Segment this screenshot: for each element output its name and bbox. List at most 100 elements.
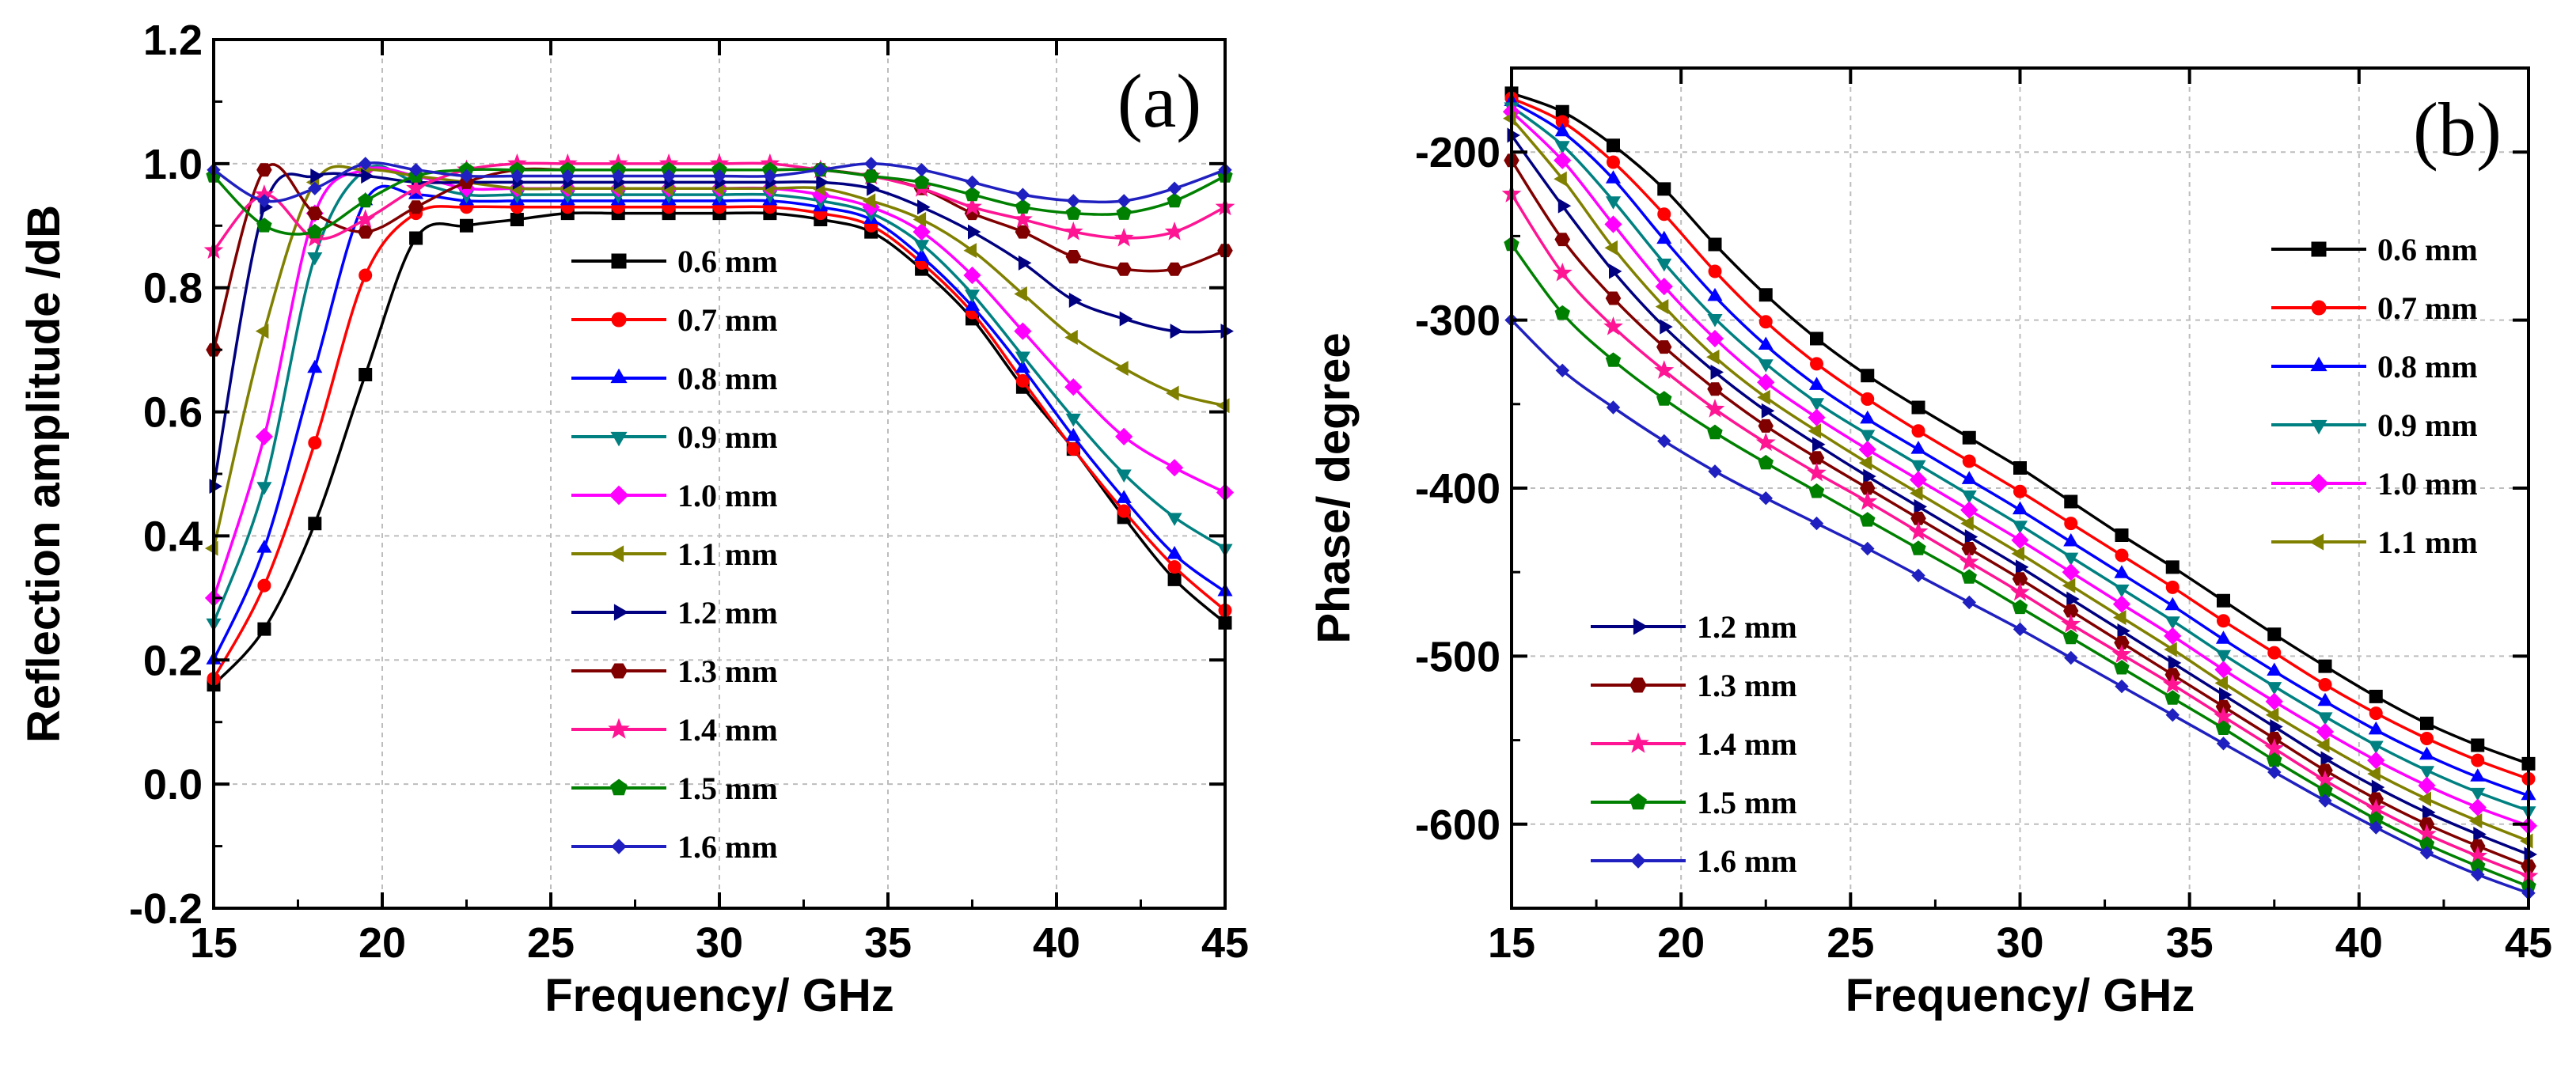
panel-b-point-0-9-mm-16 [2317,712,2333,725]
panel-b-legend-label-0-6-mm: 0.6 mm [2377,232,2478,267]
panel-b-legend-marker-0-9-mm [2310,419,2328,435]
panel-a-point-0-8-mm-2 [307,359,323,373]
panel-b-point-1-0-mm-9 [1960,501,1978,519]
panel-b-series-1-0-mm [1502,103,2538,835]
panel-a-legend-marker-1-3-mm [610,663,628,679]
panel-a-legend-marker-1-6-mm [611,839,627,854]
panel-b-point-1-0-mm-12 [2112,595,2131,613]
panel-a-legend-item-1-3-mm: 1.3 mm [571,653,778,689]
panel-a-point-1-1-mm-17 [1064,329,1078,345]
panel-a-point-1-6-mm-10 [712,169,727,184]
panel-a-legend-label-1-0-mm: 1.0 mm [677,478,778,513]
panel-a-legend-label-0-7-mm: 0.7 mm [677,302,778,338]
panel-a-point-0-7-mm-18 [1117,504,1131,518]
panel-b-point-1-2-mm-10 [2016,559,2029,575]
panel-a-point-1-1-mm-13 [862,193,876,209]
panel-a-point-1-0-mm-1 [255,427,274,446]
panel-b-series-1-1-mm [1502,111,2533,849]
panel-a-legend-0: 0.6 mm 0.7 mm 0.8 mm 0.9 mm 1.0 mm 1.1 mm 1.2 … [571,244,778,865]
panel-a-point-0-6-mm-5 [460,218,473,233]
panel-a-point-1-2-mm-3 [361,169,374,184]
panel-b-point-0-7-mm-14 [2217,614,2230,628]
panel-a-point-1-2-mm-20 [1220,324,1235,339]
panel-b-point-0-6-mm-6 [1810,331,1823,346]
panel-b-point-1-6-mm-15 [2267,765,2282,779]
panel-b-ytick-label-500: -500 [1415,633,1500,680]
panel-b-legend-item-1-0-mm: 1.0 mm [2271,466,2478,502]
panel-b-point-0-6-mm-5 [1758,288,1773,302]
panel-b-point-0-6-mm-2 [1607,138,1620,153]
panel-b-point-1-3-mm-1 [1554,233,1571,247]
panel-a-ytick-label-0-2: 0.2 [143,637,203,684]
panel-a-point-1-6-mm-17 [1066,194,1081,208]
panel-a-point-0-8-mm-14 [914,248,930,261]
panel-b-point-1-4-mm-2 [1603,316,1623,335]
panel-b-legend-item-0-9-mm: 0.9 mm [2271,407,2478,443]
panel-b-point-1-5-mm-5 [1758,454,1774,470]
panel-b-point-1-1-mm-12 [2112,610,2126,626]
panel-b-point-1-6-mm-10 [2013,622,2028,637]
panel-a-point-1-6-mm-13 [863,157,878,171]
panel-b-point-1-6-mm-2 [1606,400,1621,415]
panel-a-point-1-1-mm-19 [1166,385,1179,401]
panel-b-point-1-1-mm-15 [2265,707,2279,723]
panel-a-point-1-0-mm-15 [963,266,981,285]
panel-b-point-1-2-mm-13 [2168,655,2182,671]
panel-b-point-0-8-mm-11 [2063,532,2079,547]
panel-b-point-0-6-mm-17 [2369,689,2383,703]
panel-b-phase: 15 20 25 30 35 40 45 -600 -500 -400 -300 -200 Freque… [1308,66,2552,1021]
panel-a-point-0-8-mm-19 [1167,546,1182,559]
panel-b-point-1-1-mm-7 [1858,455,1872,471]
panel-b-legend-item-0-6-mm: 0.6 mm [2271,232,2478,267]
panel-b-point-0-7-mm-3 [1657,207,1671,222]
panel-b-point-0-8-mm-10 [2012,501,2028,515]
panel-b-legend-item-1-4-mm: 1.4 mm [1591,726,1797,762]
panel-b-point-1-0-mm-10 [2011,531,2029,549]
panel-b-point-0-9-mm-6 [1808,398,1825,411]
panel-b-point-0-8-mm-8 [1910,441,1926,454]
panel-a-xtick-label-20: 20 [359,919,406,967]
panel-b-point-1-3-mm-10 [2012,572,2028,586]
panel-a-legend-label-1-1-mm: 1.1 mm [677,536,778,572]
panel-b-xtick-label-15: 15 [1488,919,1535,967]
panel-a-point-1-2-mm-17 [1068,292,1083,308]
panel-b-legend-item-1-1-mm: 1.1 mm [2271,525,2478,560]
panel-a-point-1-6-mm-6 [510,169,525,184]
panel-b-point-1-4-mm-1 [1552,263,1573,282]
panel-b-point-0-7-mm-15 [2267,646,2282,660]
panel-b-point-1-2-mm-2 [1609,263,1622,279]
panel-a-point-1-0-mm-16 [1014,322,1032,340]
panel-a-reflection-amplitude: 15 20 25 30 35 40 45 -0.2 0.0 0.2 0.4 0.6 0.8 1.0 1.2 F… [18,17,1249,1021]
panel-b-point-0-8-mm-12 [2114,565,2130,578]
panel-b-point-1-3-mm-6 [1808,451,1825,465]
panel-b-point-0-7-mm-18 [2420,731,2434,745]
panel-b-ytick-label-400: -400 [1415,465,1500,513]
panel-a-line-1-1-mm [212,165,1226,549]
panel-b-point-1-0-mm-3 [1655,277,1673,296]
panel-a-point-1-6-mm-7 [560,169,575,184]
panel-b-point-1-1-mm-2 [1604,240,1618,256]
panel-b-point-0-7-mm-4 [1708,264,1722,278]
panel-b-point-1-0-mm-16 [2316,722,2335,741]
panel-a-point-1-4-mm-3 [355,209,376,228]
panel-b-xtick-label-30: 30 [1996,919,2043,967]
panel-b-point-1-6-mm-18 [2419,846,2434,860]
panel-b-point-1-3-mm-9 [1961,542,1977,555]
panel-b-point-1-0-mm-5 [1757,373,1775,392]
panel-a-ylabel: Reflection amplitude /dB [18,205,70,743]
panel-b-point-1-6-mm-16 [2318,793,2332,808]
panel-b-point-1-4-mm-5 [1755,432,1776,452]
panel-b-point-1-0-mm-4 [1705,329,1724,348]
panel-b-point-0-9-mm-3 [1656,258,1672,272]
panel-b-legend-marker-1-3-mm [1629,677,1647,693]
panel-b-legend-marker-1-5-mm [1629,793,1647,810]
panel-b-ylabel: Phase/ degree [1308,332,1360,643]
panel-b-point-1-1-mm-20 [2519,833,2533,849]
panel-b-point-1-3-mm-12 [2114,635,2130,650]
panel-a-legend-item-0-7-mm: 0.7 mm [571,302,778,338]
panel-b-point-0-6-mm-13 [2165,560,2180,574]
panel-a-point-1-1-mm-0 [204,540,218,556]
panel-a-ytick-label-0-4: 0.4 [143,513,203,560]
panel-b-point-1-6-mm-12 [2115,679,2129,694]
panel-a-point-1-0-mm-12 [811,185,829,204]
